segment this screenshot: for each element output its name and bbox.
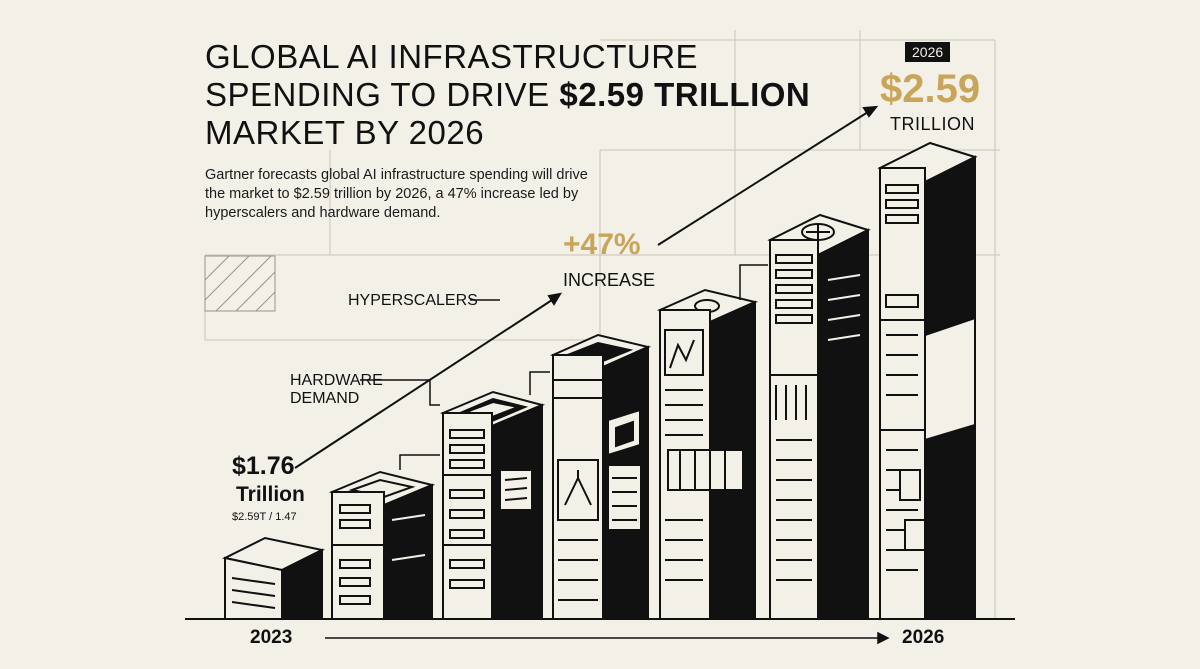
growth-label: INCREASE <box>563 270 656 290</box>
server-stack-6 <box>767 213 871 620</box>
end-year-badge: 2026 <box>905 42 951 62</box>
end-unit: TRILLION <box>890 114 976 134</box>
trend-arrow <box>294 105 879 469</box>
callout-hardware-demand: HARDWARE DEMAND <box>290 372 383 407</box>
hatch-pattern <box>204 255 276 312</box>
server-stack-3 <box>439 390 546 620</box>
title-highlight: $2.59 TRILLION <box>559 76 811 113</box>
title-line-3: MARKET BY 2026 <box>205 114 485 151</box>
end-value: $2.59 <box>880 67 981 111</box>
start-value: $1.76 <box>232 452 295 480</box>
server-stack-1 <box>221 536 326 620</box>
server-stack-2 <box>328 470 436 620</box>
axis-end-year: 2026 <box>902 627 945 648</box>
time-axis <box>325 631 890 645</box>
server-stack-5 <box>656 288 759 620</box>
axis-start-year: 2023 <box>250 627 293 648</box>
start-note: $2.59T / 1.47 <box>232 511 297 523</box>
growth-percent: +47% <box>563 228 641 261</box>
server-stack-4 <box>549 333 652 620</box>
subtitle: Gartner forecasts global AI infrastructu… <box>205 167 588 221</box>
callout-hyperscalers: HYPERSCALERS <box>348 292 478 309</box>
title-line-2: SPENDING TO DRIVE <box>205 76 560 113</box>
title-line-1: GLOBAL AI INFRASTRUCTURE <box>205 38 699 75</box>
server-stack-7 <box>877 141 978 620</box>
start-unit: Trillion <box>236 483 305 506</box>
page-title: GLOBAL AI INFRASTRUCTURE SPENDING TO DRI… <box>205 38 845 152</box>
callout-lines <box>360 264 768 470</box>
